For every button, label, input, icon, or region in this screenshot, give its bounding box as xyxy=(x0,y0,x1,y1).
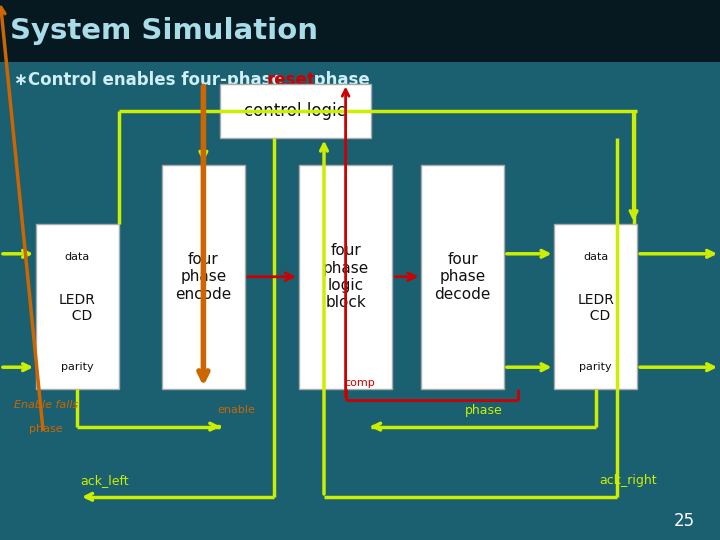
Bar xyxy=(162,165,245,389)
Text: phase: phase xyxy=(29,424,63,434)
Text: four
phase
decode: four phase decode xyxy=(434,252,491,302)
Bar xyxy=(299,165,392,389)
Text: control logic: control logic xyxy=(244,102,346,120)
Text: LEDR
  CD: LEDR CD xyxy=(59,293,96,323)
Bar xyxy=(421,165,504,389)
Bar xyxy=(0,0,720,62)
Text: parity: parity xyxy=(61,362,94,372)
Text: ack_left: ack_left xyxy=(80,474,129,487)
Text: ∗Control enables four-phase: ∗Control enables four-phase xyxy=(14,71,289,89)
Text: comp: comp xyxy=(345,379,375,388)
Text: data: data xyxy=(65,252,90,261)
Text: Enable falls: Enable falls xyxy=(14,400,78,410)
Text: LEDR
  CD: LEDR CD xyxy=(577,293,614,323)
Text: data: data xyxy=(583,252,608,261)
Text: four
phase
encode: four phase encode xyxy=(175,252,232,302)
Text: phase: phase xyxy=(464,404,502,417)
Bar xyxy=(554,224,637,389)
Text: reset: reset xyxy=(267,71,316,89)
Text: parity: parity xyxy=(580,362,612,372)
Text: enable: enable xyxy=(218,406,256,415)
Text: ack_right: ack_right xyxy=(599,474,657,487)
Text: four
phase
logic
block: four phase logic block xyxy=(323,243,369,310)
Text: 25: 25 xyxy=(674,512,695,530)
Text: System Simulation: System Simulation xyxy=(10,17,318,45)
Bar xyxy=(220,84,371,138)
Bar xyxy=(36,224,119,389)
Text: phase: phase xyxy=(308,71,370,89)
